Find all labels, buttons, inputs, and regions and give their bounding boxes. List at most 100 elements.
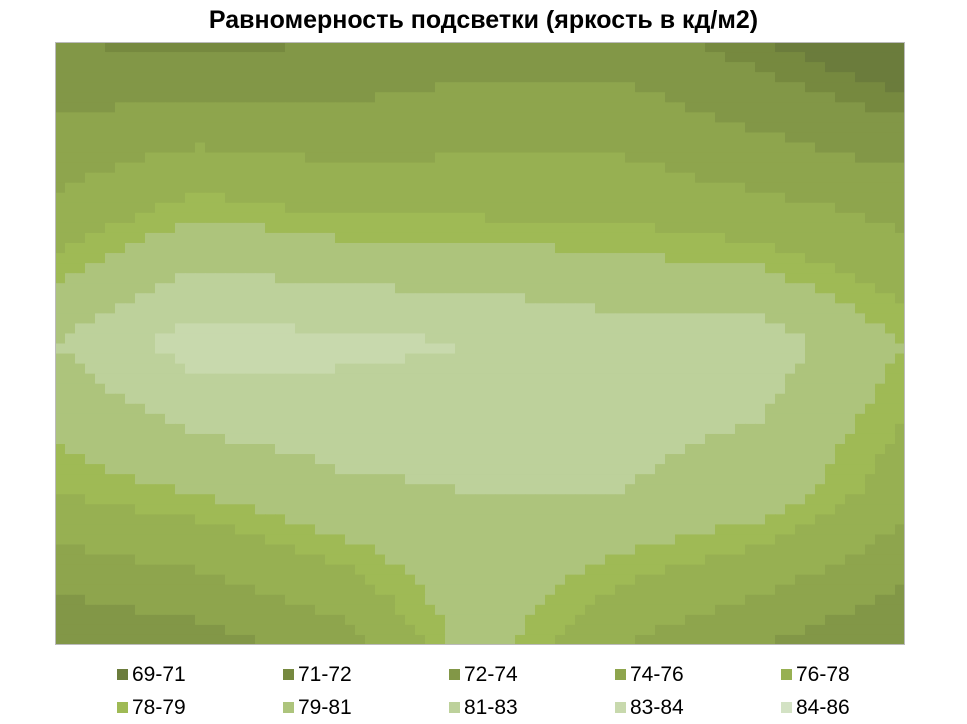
surface-cell	[405, 554, 416, 566]
surface-cell	[565, 504, 576, 515]
surface-cell	[115, 494, 126, 505]
surface-cell	[415, 594, 426, 606]
surface-cell	[305, 162, 316, 174]
surface-cell	[475, 333, 486, 345]
surface-cell	[345, 283, 356, 294]
surface-cell	[725, 42, 736, 53]
surface-cell	[355, 604, 366, 616]
surface-cell	[75, 524, 86, 536]
surface-cell	[645, 504, 656, 515]
surface-cell	[535, 514, 546, 525]
surface-cell	[115, 574, 126, 586]
surface-cell	[385, 494, 396, 505]
surface-cell	[655, 423, 666, 435]
surface-cell	[855, 303, 866, 314]
surface-cell	[105, 232, 116, 244]
surface-cell	[405, 474, 416, 485]
surface-cell	[165, 162, 176, 174]
surface-cell	[545, 323, 556, 335]
surface-cell	[885, 232, 896, 244]
surface-cell	[615, 152, 626, 164]
surface-cell	[755, 604, 766, 616]
surface-cell	[345, 142, 356, 154]
surface-cell	[645, 343, 656, 355]
surface-cell	[715, 52, 726, 63]
surface-cell	[775, 162, 786, 174]
surface-cell	[335, 283, 346, 294]
surface-cell	[135, 454, 146, 465]
surface-cell	[355, 564, 366, 576]
surface-cell	[195, 263, 206, 274]
surface-cell	[275, 243, 286, 254]
surface-cell	[275, 132, 286, 144]
surface-cell	[175, 504, 186, 515]
surface-cell	[545, 313, 556, 324]
surface-cell	[235, 172, 246, 184]
surface-cell	[805, 604, 816, 616]
surface-cell	[685, 444, 696, 455]
surface-cell	[75, 574, 86, 586]
surface-cell	[355, 202, 366, 214]
surface-cell	[825, 82, 836, 93]
surface-cell	[865, 192, 876, 204]
surface-cell	[605, 363, 616, 375]
surface-cell	[565, 303, 576, 314]
surface-cell	[195, 574, 206, 586]
surface-cell	[555, 574, 566, 586]
surface-cell	[375, 423, 386, 435]
surface-cell	[735, 263, 746, 274]
surface-cell	[145, 142, 156, 154]
surface-cell	[435, 624, 446, 636]
surface-cell	[705, 373, 716, 385]
surface-cell	[535, 42, 546, 53]
surface-cell	[335, 202, 346, 214]
surface-cell	[785, 504, 796, 515]
surface-cell	[535, 504, 546, 515]
surface-cell	[305, 273, 316, 284]
surface-cell	[365, 172, 376, 184]
surface-cell	[765, 102, 776, 113]
surface-cell	[225, 232, 236, 244]
surface-cell	[835, 454, 846, 465]
surface-cell	[605, 333, 616, 345]
surface-cell	[535, 524, 546, 536]
surface-cell	[205, 232, 216, 244]
surface-cell	[735, 112, 746, 123]
surface-cell	[395, 112, 406, 123]
surface-cell	[885, 604, 896, 616]
surface-cell	[705, 383, 716, 395]
surface-cell	[205, 303, 216, 314]
surface-cell	[695, 273, 706, 284]
surface-cell	[525, 363, 536, 375]
surface-cell	[765, 604, 776, 616]
surface-cell	[585, 52, 596, 63]
surface-cell	[585, 102, 596, 113]
surface-cell	[265, 253, 276, 264]
surface-cell	[75, 604, 86, 616]
surface-cell	[395, 152, 406, 164]
surface-cell	[155, 524, 166, 536]
surface-cell	[855, 82, 866, 93]
surface-cell	[335, 444, 346, 455]
surface-cell	[675, 484, 686, 495]
surface-cell	[95, 494, 106, 505]
surface-cell	[95, 604, 106, 616]
surface-cell	[795, 534, 806, 546]
surface-cell	[635, 212, 646, 224]
surface-cell	[605, 273, 616, 284]
surface-cell	[165, 564, 176, 576]
surface-cell	[365, 413, 376, 425]
surface-cell	[545, 333, 556, 345]
surface-cell	[345, 454, 356, 465]
surface-cell	[445, 373, 456, 385]
surface-cell	[345, 504, 356, 515]
surface-cell	[395, 373, 406, 385]
surface-cell	[595, 182, 606, 194]
surface-cell	[115, 363, 126, 375]
surface-cell	[435, 273, 446, 284]
surface-cell	[725, 172, 736, 184]
surface-cell	[135, 333, 146, 345]
surface-cell	[715, 564, 726, 576]
surface-cell	[895, 343, 905, 355]
surface-cell	[385, 182, 396, 194]
